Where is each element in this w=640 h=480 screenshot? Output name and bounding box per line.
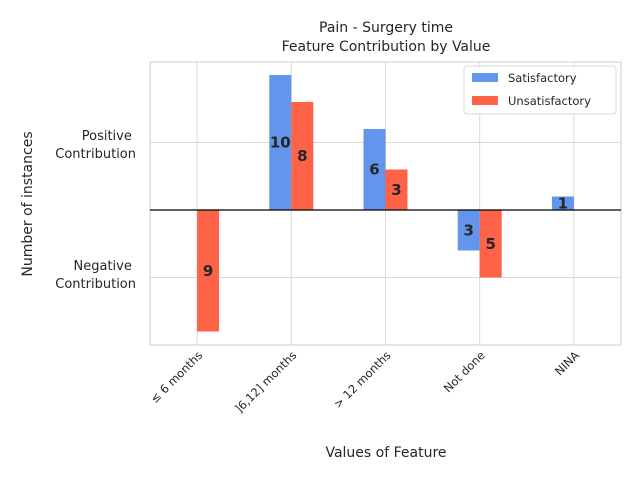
legend-box	[463, 65, 617, 115]
ytick-positive: Positive Contribution	[55, 129, 136, 162]
bars	[197, 75, 574, 332]
bar-value-label-satisfactory: 3	[463, 221, 473, 239]
chart-title-line2: Feature Contribution by Value	[282, 39, 491, 55]
chart-title-line1: Pain - Surgery time	[319, 20, 453, 36]
bar-value-label-satisfactory: 10	[270, 134, 291, 152]
bar-unsatisfactory	[291, 102, 314, 210]
x-tick-label: > 12 months	[331, 348, 394, 411]
legend-swatch-satisfactory	[472, 73, 498, 82]
ytick-positive-line2: Contribution	[55, 147, 136, 162]
bar-unsatisfactory	[385, 169, 408, 210]
legend: Satisfactory Unsatisfactory	[463, 65, 617, 115]
bar-value-label-unsatisfactory: 9	[203, 262, 213, 280]
x-tick-label: Not done	[441, 348, 488, 395]
bar-unsatisfactory	[479, 210, 502, 278]
bar-value-label-satisfactory: 1	[558, 194, 568, 212]
x-tick-label: NINA	[552, 348, 582, 378]
bar-value-label-satisfactory: 6	[369, 161, 379, 179]
legend-label-satisfactory: Satisfactory	[508, 71, 577, 85]
bar-satisfactory	[457, 210, 480, 251]
ytick-positive-line1: Positive	[82, 129, 132, 144]
bar-value-label-unsatisfactory: 8	[297, 147, 307, 165]
ytick-negative-line1: Negative	[74, 259, 132, 274]
y-axis-label: Number of instances	[20, 131, 36, 276]
legend-swatch-unsatisfactory	[472, 96, 498, 105]
ytick-negative-line2: Contribution	[55, 277, 136, 292]
x-axis-label: Values of Feature	[325, 445, 446, 461]
bar-satisfactory	[551, 196, 574, 210]
x-tick-labels: ≤ 6 months ]6,12] months > 12 months Not do…	[148, 348, 583, 416]
bar-satisfactory	[269, 75, 292, 210]
bar-value-label-unsatisfactory: 5	[485, 235, 495, 253]
bar-value-label-unsatisfactory: 3	[391, 181, 401, 199]
ytick-negative: Negative Contribution	[55, 259, 136, 292]
bar-satisfactory	[363, 129, 386, 210]
legend-label-unsatisfactory: Unsatisfactory	[508, 94, 591, 108]
bar-unsatisfactory	[197, 210, 220, 332]
plot-frame	[149, 61, 622, 346]
x-tick-label: ≤ 6 months	[148, 348, 206, 406]
x-tick-label: ]6,12] months	[232, 348, 300, 416]
